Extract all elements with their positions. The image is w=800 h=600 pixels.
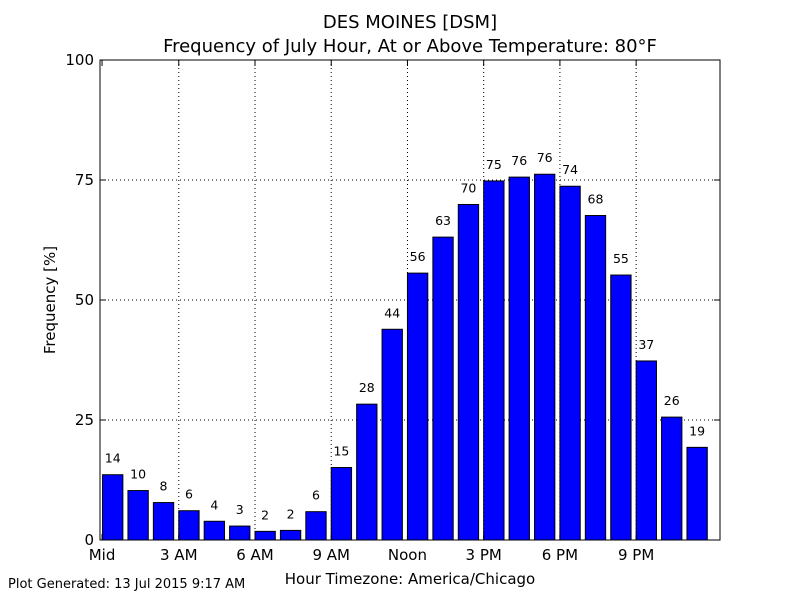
bar [584, 215, 607, 541]
plot-generated-note: Plot Generated: 13 Jul 2015 9:17 AM [8, 577, 246, 592]
bar-value-label: 63 [435, 213, 451, 228]
bar [406, 272, 429, 541]
bar-value-label: 8 [160, 479, 168, 494]
bar [483, 180, 505, 541]
bar [686, 446, 708, 541]
bar-value-label: 14 [105, 451, 121, 466]
bar [127, 490, 149, 541]
chart-title: DES MOINES [DSM] [323, 12, 497, 33]
bar-value-label: 19 [689, 423, 705, 438]
bar-value-label: 28 [359, 380, 375, 395]
bar-value-label: 37 [638, 337, 654, 352]
bar-value-label: 10 [130, 467, 146, 482]
y-tick-label: 50 [75, 291, 94, 309]
bar-value-label: 56 [410, 249, 426, 264]
bar [152, 502, 175, 541]
bar [559, 185, 581, 541]
y-tick-label: 0 [84, 531, 94, 549]
x-tick-label: 6 PM [542, 546, 578, 564]
bar [178, 510, 200, 541]
bar-value-label: 3 [236, 502, 244, 517]
bar [279, 529, 302, 541]
bar-value-label: 15 [333, 444, 349, 459]
bar-value-label: 68 [588, 192, 604, 207]
bar [330, 467, 353, 541]
bar [229, 525, 251, 541]
x-axis-label: Hour Timezone: America/Chicago [285, 570, 535, 588]
bar [102, 474, 124, 541]
x-tick-label: 9 AM [312, 546, 350, 564]
bar [356, 403, 378, 541]
bar [534, 173, 556, 541]
bar-value-label: 2 [287, 506, 295, 521]
x-tick-label: 3 AM [160, 546, 198, 564]
bar-value-label: 76 [537, 150, 553, 165]
bar-value-label: 6 [312, 488, 320, 503]
bar [508, 176, 530, 541]
bar-value-label: 44 [384, 305, 400, 320]
bar-value-label: 76 [511, 153, 527, 168]
x-tick-label: 6 AM [236, 546, 274, 564]
bar [610, 274, 632, 541]
bar [635, 360, 657, 541]
x-ticks: Mid 3 AM 6 AM 9 AM Noon 3 PM 6 PM 9 PM [89, 60, 654, 564]
y-tick-label: 25 [75, 411, 94, 429]
bar [457, 203, 480, 541]
y-ticks: 0 25 50 75 100 [65, 51, 720, 549]
y-tick-label: 75 [75, 171, 94, 189]
y-axis-label: Frequency [%] [41, 246, 59, 354]
bar-value-label: 74 [562, 162, 578, 177]
bar [432, 236, 454, 541]
bar [203, 520, 226, 541]
bar-value-label: 55 [613, 251, 629, 266]
chart-subtitle: Frequency of July Hour, At or Above Temp… [163, 36, 657, 57]
bars [102, 173, 708, 541]
bar [661, 416, 683, 541]
y-tick-label: 100 [65, 51, 94, 69]
bar-value-label: 2 [261, 507, 269, 522]
bar [254, 530, 276, 541]
bar-value-label: 4 [210, 497, 218, 512]
x-tick-label: 3 PM [466, 546, 502, 564]
x-tick-label: Mid [89, 546, 116, 564]
bar-value-label: 75 [486, 157, 502, 172]
bar [305, 511, 327, 541]
bar-value-label: 6 [185, 487, 193, 502]
x-tick-label: Noon [388, 546, 427, 564]
x-tick-label: 9 PM [618, 546, 654, 564]
bar-value-label: 26 [664, 393, 680, 408]
bar-value-label: 70 [460, 180, 476, 195]
bar [381, 328, 403, 541]
